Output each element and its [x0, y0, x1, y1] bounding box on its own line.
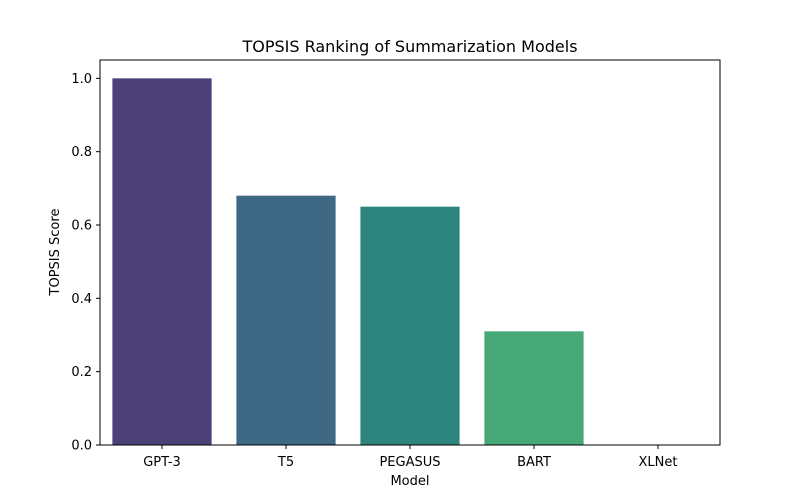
- y-tick-label: 1.0: [71, 72, 92, 87]
- x-tick-label: XLNet: [639, 455, 678, 470]
- plot-frame: [99, 59, 721, 446]
- y-tick-label: 0.4: [71, 292, 92, 307]
- x-tick-label: T5: [277, 455, 294, 470]
- y-tick-label: 0.0: [71, 439, 92, 454]
- x-axis-label: Model: [390, 474, 429, 489]
- y-axis-label: TOPSIS Score: [48, 209, 63, 297]
- y-axis-ticks: 0.0 0.2 0.4 0.6 0.8 1.0: [71, 72, 100, 454]
- bars-group: [112, 78, 584, 445]
- bar-pegasus: [360, 206, 460, 445]
- x-tick-label: GPT-3: [143, 455, 181, 470]
- y-tick-label: 0.8: [71, 145, 92, 160]
- x-axis-ticks: GPT-3 T5 PEGASUS BART XLNet: [143, 445, 677, 470]
- y-tick-label: 0.6: [71, 219, 92, 234]
- y-tick-label: 0.2: [71, 365, 92, 380]
- bar-gpt-3: [112, 78, 212, 445]
- chart-title: TOPSIS Ranking of Summarization Models: [241, 37, 577, 56]
- bar-t5: [236, 195, 336, 445]
- x-tick-label: PEGASUS: [379, 455, 440, 470]
- bar-bart: [484, 331, 584, 445]
- x-tick-label: BART: [517, 455, 551, 470]
